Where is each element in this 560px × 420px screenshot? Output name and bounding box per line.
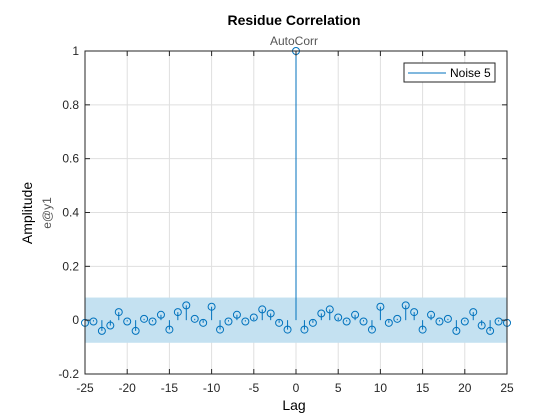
axis-ticks: -25 -20 -15 -10 -5 0 5 10 15 20 25 -0.2 0 0.2 0.4 0.6 0.… bbox=[58, 44, 514, 395]
stem-marker bbox=[232, 310, 241, 319]
stem-marker bbox=[140, 314, 149, 323]
x-tick-label: 20 bbox=[458, 381, 472, 395]
stem-marker bbox=[199, 318, 208, 327]
y-tick-label: -0.2 bbox=[58, 367, 79, 381]
y-tick-label: 0.4 bbox=[62, 206, 79, 220]
stem-marker bbox=[359, 317, 368, 326]
stem-marker bbox=[131, 326, 140, 335]
x-tick-label: -20 bbox=[119, 381, 137, 395]
stem-marker bbox=[317, 309, 326, 318]
stem-marker bbox=[190, 314, 199, 323]
x-tick-label: -5 bbox=[248, 381, 259, 395]
stem-marker bbox=[460, 317, 469, 326]
x-tick-label: 15 bbox=[416, 381, 430, 395]
stem-marker bbox=[367, 325, 376, 334]
stem-marker bbox=[114, 308, 123, 317]
chart-title: Residue Correlation bbox=[227, 12, 360, 28]
y-axis-label: Amplitude bbox=[19, 182, 35, 244]
stem-marker bbox=[249, 313, 258, 322]
legend-entry-label: Noise 5 bbox=[450, 66, 491, 80]
stem-marker bbox=[342, 317, 351, 326]
x-tick-label: 0 bbox=[293, 381, 300, 395]
data-series bbox=[81, 47, 511, 335]
stem-marker bbox=[494, 317, 503, 326]
stem-marker bbox=[401, 301, 410, 310]
stem-marker bbox=[97, 326, 106, 335]
y-tick-label: 0.2 bbox=[62, 259, 79, 273]
stem-marker bbox=[241, 317, 250, 326]
stem-marker bbox=[300, 325, 309, 334]
stem-marker bbox=[173, 308, 182, 317]
stem-marker bbox=[452, 326, 461, 335]
stem-marker bbox=[469, 308, 478, 317]
stem-marker bbox=[410, 308, 419, 317]
stem-marker bbox=[427, 310, 436, 319]
stem-marker bbox=[384, 318, 393, 327]
stem-marker bbox=[376, 302, 385, 311]
stem-marker bbox=[325, 305, 334, 314]
stem-marker bbox=[283, 325, 292, 334]
x-tick-label: 25 bbox=[500, 381, 514, 395]
stem-marker bbox=[275, 318, 284, 327]
stem-marker bbox=[266, 309, 275, 318]
stem-marker bbox=[351, 310, 360, 319]
stem-marker bbox=[393, 314, 402, 323]
y-axis-sublabel: e@y1 bbox=[40, 197, 54, 229]
y-tick-label: 0.6 bbox=[62, 152, 79, 166]
stem-marker bbox=[258, 305, 267, 314]
stem-marker bbox=[486, 326, 495, 335]
x-tick-label: -15 bbox=[161, 381, 179, 395]
x-tick-label: 5 bbox=[335, 381, 342, 395]
x-axis-label: Lag bbox=[282, 397, 305, 413]
x-tick-label: 10 bbox=[374, 381, 388, 395]
stem-marker bbox=[106, 321, 115, 330]
stem-marker bbox=[443, 314, 452, 323]
stem-marker bbox=[207, 302, 216, 311]
stem-marker bbox=[182, 301, 191, 310]
legend-box bbox=[403, 62, 496, 83]
stem-marker bbox=[334, 313, 343, 322]
y-tick-label: 0.8 bbox=[62, 98, 79, 112]
stem-marker bbox=[224, 317, 233, 326]
stem-marker bbox=[308, 318, 317, 327]
stem-marker bbox=[123, 317, 132, 326]
stem-marker bbox=[165, 325, 174, 334]
stem-marker bbox=[435, 317, 444, 326]
stem-marker bbox=[148, 317, 157, 326]
chart-subtitle: AutoCorr bbox=[270, 34, 318, 48]
stem-marker bbox=[477, 321, 486, 330]
y-tick-label: 1 bbox=[72, 44, 79, 58]
legend: Noise 5 bbox=[403, 62, 496, 83]
x-tick-label: -25 bbox=[76, 381, 94, 395]
stem-marker bbox=[216, 325, 225, 334]
stem-marker bbox=[156, 310, 165, 319]
stem-marker bbox=[89, 317, 98, 326]
x-tick-label: -10 bbox=[203, 381, 221, 395]
stem-marker bbox=[418, 325, 427, 334]
y-tick-label: 0 bbox=[72, 313, 79, 327]
